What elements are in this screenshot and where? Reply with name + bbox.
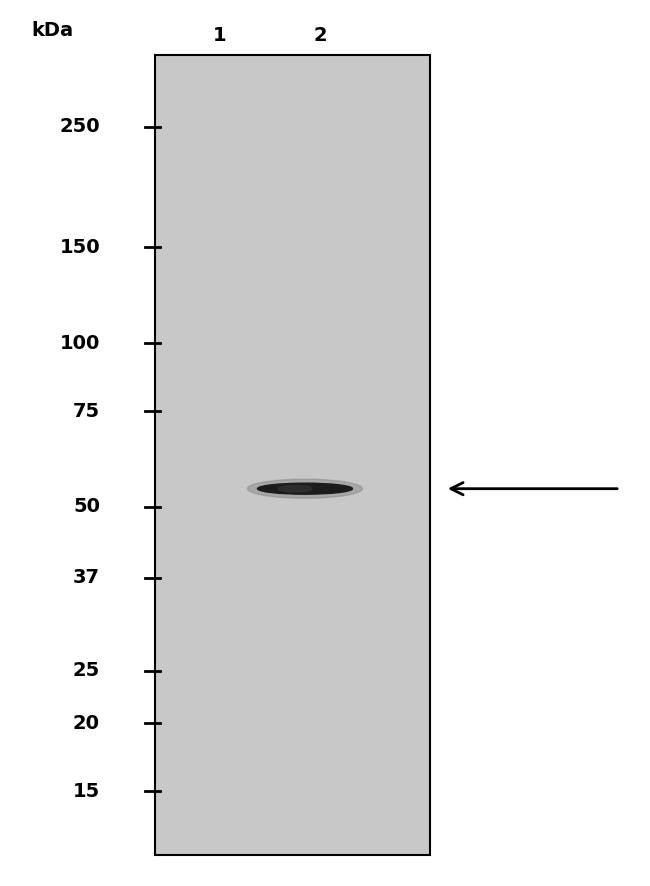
Text: kDa: kDa xyxy=(31,20,73,40)
Ellipse shape xyxy=(257,483,352,494)
Text: 50: 50 xyxy=(73,497,100,517)
Text: 20: 20 xyxy=(73,714,100,733)
Text: 25: 25 xyxy=(73,661,100,680)
Text: 150: 150 xyxy=(59,238,100,257)
Text: 2: 2 xyxy=(313,26,327,44)
Text: 1: 1 xyxy=(213,26,227,44)
Text: 250: 250 xyxy=(59,117,100,136)
Text: 37: 37 xyxy=(73,569,100,587)
Ellipse shape xyxy=(248,479,363,498)
Text: 15: 15 xyxy=(73,781,100,801)
Bar xyxy=(155,55,430,855)
Text: 75: 75 xyxy=(73,401,100,421)
Text: 100: 100 xyxy=(60,334,100,353)
Ellipse shape xyxy=(278,486,311,492)
